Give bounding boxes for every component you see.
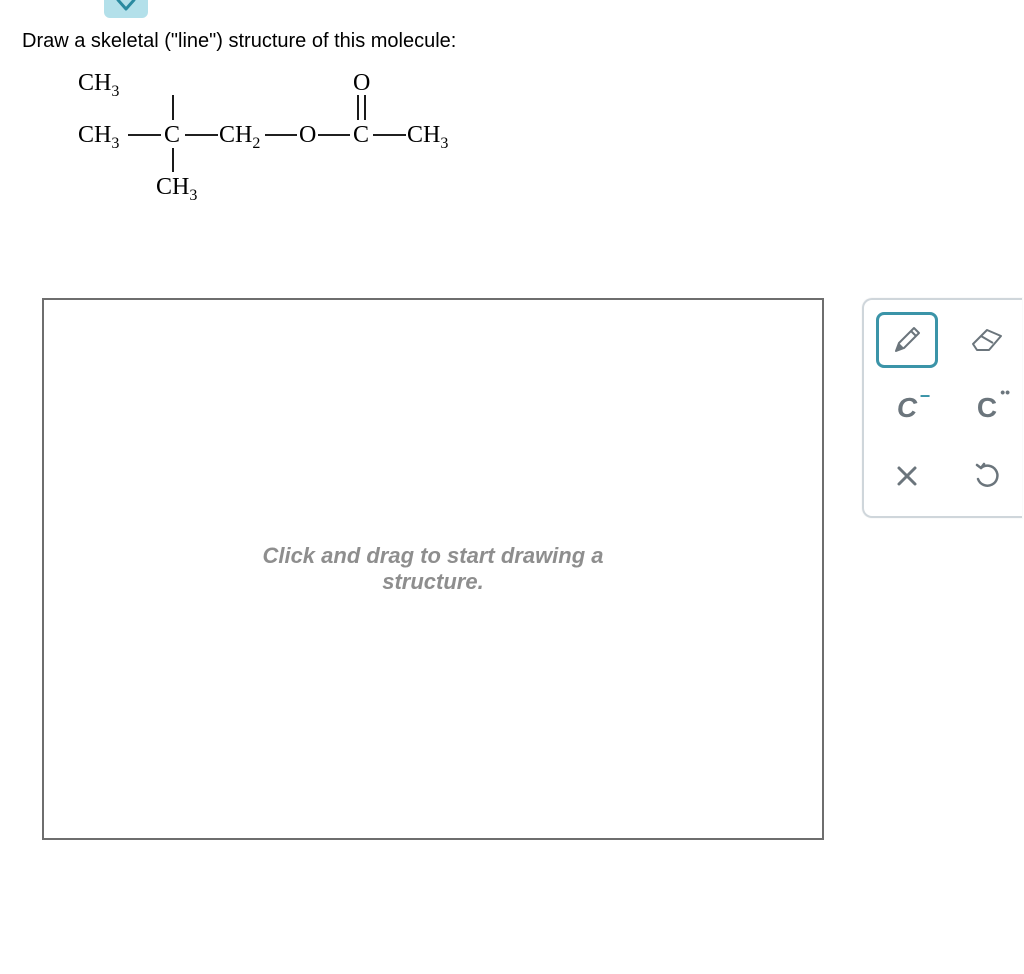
drawing-canvas[interactable]: Click and drag to start drawing a struct… (42, 298, 824, 840)
canvas-placeholder-line2: structure. (382, 569, 483, 594)
hint-chevron[interactable] (104, 0, 148, 18)
tool-carbon-radical-label: C (977, 392, 997, 424)
tool-clear[interactable] (876, 448, 938, 504)
atom-ch3-bottom: CH3 (156, 174, 197, 205)
tool-undo[interactable] (956, 448, 1018, 504)
atom-o-double: O (353, 70, 370, 97)
atom-c-center: C (164, 122, 180, 149)
pencil-icon (890, 323, 924, 357)
atom-ch3-right: CH3 (407, 122, 448, 153)
undo-icon (973, 462, 1001, 490)
chevron-down-icon (116, 0, 136, 12)
eraser-icon (969, 326, 1005, 354)
atom-ch3-left: CH3 (78, 122, 119, 153)
atom-ch3-top: CH3 (78, 70, 119, 101)
tool-carbon-anion-label: C (897, 392, 917, 424)
tool-eraser[interactable] (956, 312, 1018, 368)
question-text: Draw a skeletal ("line") structure of th… (22, 30, 456, 53)
atom-ch2: CH2 (219, 122, 260, 153)
minus-superscript: − (919, 386, 930, 407)
canvas-placeholder-line1: Click and drag to start drawing a (262, 543, 603, 568)
tool-panel: C − C •• (862, 298, 1022, 518)
atom-c-carbonyl: C (353, 122, 369, 149)
close-icon (895, 464, 919, 488)
tool-carbon-anion[interactable]: C − (876, 380, 938, 436)
molecule-bonds (78, 70, 458, 210)
tool-carbon-radical[interactable]: C •• (956, 380, 1018, 436)
atom-o-chain: O (299, 122, 316, 149)
canvas-placeholder: Click and drag to start drawing a struct… (83, 543, 783, 595)
molecule-structural-formula: CH3 CH3 C CH3 CH2 O C O CH3 (78, 70, 458, 210)
radical-dots: •• (1000, 384, 1010, 400)
tool-pencil[interactable] (876, 312, 938, 368)
